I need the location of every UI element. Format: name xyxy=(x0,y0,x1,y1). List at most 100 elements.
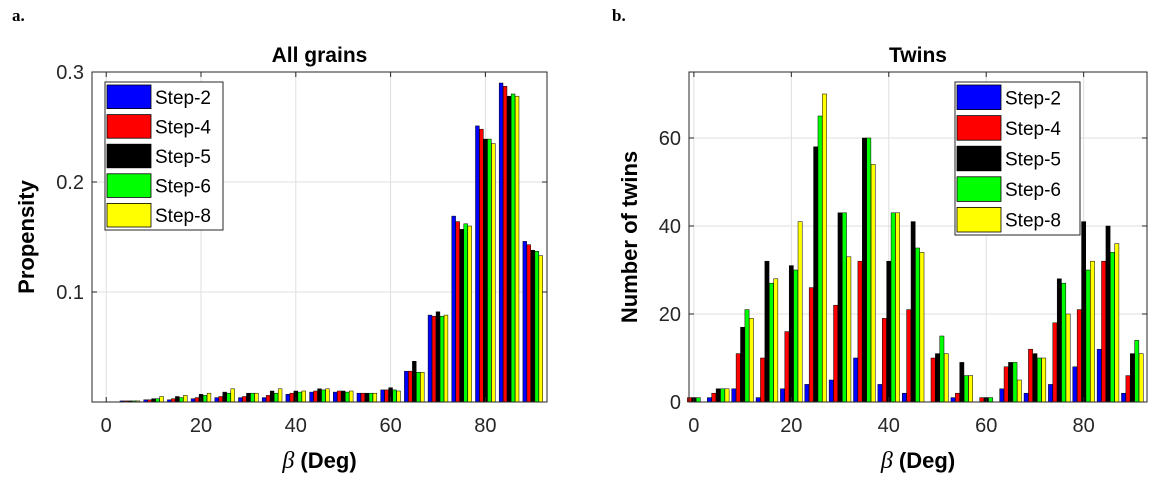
x-axis-label: β (Deg) xyxy=(880,448,955,474)
bar xyxy=(833,304,838,403)
bar xyxy=(901,392,907,403)
y-axis-label: Propensity xyxy=(14,179,39,293)
legend-label: Step-2 xyxy=(1005,88,1061,109)
bar xyxy=(822,93,827,403)
bar xyxy=(392,389,397,403)
x-tick-label: 40 xyxy=(878,415,900,437)
bar xyxy=(364,392,370,403)
bar xyxy=(194,397,200,403)
legend-swatch xyxy=(956,176,1002,202)
bar xyxy=(846,256,852,403)
bar xyxy=(764,260,770,403)
bar xyxy=(895,212,900,403)
axes-box xyxy=(91,71,548,403)
y-tick-label: 20 xyxy=(659,304,681,326)
bar xyxy=(890,212,896,403)
bar xyxy=(1003,366,1009,403)
bar xyxy=(886,260,892,403)
bar xyxy=(1072,366,1078,403)
series-step-8 xyxy=(135,95,543,403)
bar xyxy=(420,372,425,403)
x-tick-label: 0 xyxy=(101,415,112,437)
bar xyxy=(179,397,184,403)
bar xyxy=(325,388,330,403)
y-tick-label: 60 xyxy=(659,128,681,150)
bar xyxy=(1130,353,1135,403)
bar xyxy=(1008,362,1013,403)
legend-swatch xyxy=(106,114,152,139)
bar xyxy=(1125,375,1131,403)
bar xyxy=(455,221,460,403)
bar xyxy=(828,379,834,403)
bar xyxy=(317,388,322,403)
chart-twins: 0 20 40 60 80 0 20 40 60 Twins β (Deg) Number of tw… xyxy=(617,44,1148,474)
bar xyxy=(1101,260,1106,403)
bar xyxy=(870,164,876,403)
bar xyxy=(1085,269,1091,403)
bar xyxy=(862,137,867,403)
bar xyxy=(988,397,993,403)
bar xyxy=(1012,362,1018,403)
bar xyxy=(380,389,385,403)
bar xyxy=(289,392,294,403)
bar xyxy=(1096,348,1102,403)
bar xyxy=(483,138,488,403)
bar xyxy=(277,388,283,403)
bar xyxy=(711,392,717,403)
bar xyxy=(412,361,417,403)
bar xyxy=(930,357,936,403)
bar xyxy=(218,396,223,403)
bar xyxy=(1134,340,1140,403)
bar xyxy=(707,397,712,403)
bar xyxy=(808,287,814,403)
bar xyxy=(906,309,912,403)
bar xyxy=(804,384,810,403)
panel-letter-a: a. xyxy=(12,6,25,25)
bar xyxy=(979,397,985,403)
bar xyxy=(955,392,960,403)
bar xyxy=(817,115,823,403)
bar xyxy=(345,391,350,403)
bar xyxy=(1138,353,1144,403)
bar xyxy=(999,388,1005,403)
bar xyxy=(408,370,413,403)
bar xyxy=(797,221,803,403)
bar xyxy=(1052,322,1058,403)
legend-swatch xyxy=(106,84,152,110)
bar xyxy=(1041,357,1047,403)
bar xyxy=(341,390,346,403)
bar xyxy=(1090,260,1095,403)
bar xyxy=(396,390,401,403)
bar xyxy=(254,392,259,403)
x-tick-label: 80 xyxy=(1073,415,1095,437)
bar xyxy=(1032,353,1038,403)
legend-label: Step-4 xyxy=(1005,119,1061,140)
bar xyxy=(159,396,164,403)
bar xyxy=(360,392,366,403)
bar xyxy=(246,392,251,403)
bar xyxy=(935,353,940,403)
bar xyxy=(526,244,531,403)
legend-label: Step-5 xyxy=(155,147,211,168)
bar xyxy=(309,391,314,403)
bar xyxy=(755,397,761,403)
bar xyxy=(269,390,275,403)
bar xyxy=(285,394,290,403)
bar xyxy=(866,137,872,403)
chart-all-grains: 0 20 40 60 80 0.1 0.2 0.3 All grains β (Deg) Prope… xyxy=(14,44,548,474)
series-step-6 xyxy=(695,115,1140,403)
bar xyxy=(368,392,374,403)
bar xyxy=(301,390,306,403)
bar xyxy=(695,397,701,403)
x-tick-label: 20 xyxy=(780,415,802,437)
bar xyxy=(534,251,539,403)
bar xyxy=(487,138,492,403)
y-tick-label: 0 xyxy=(670,392,681,414)
y-tick-label: 40 xyxy=(659,216,681,238)
bar xyxy=(250,392,255,403)
bar xyxy=(842,212,847,403)
bar xyxy=(1121,392,1126,403)
legend: Step-2 Step-4 Step-5 Step-6 Step-8 xyxy=(104,81,224,231)
bar xyxy=(731,388,737,403)
